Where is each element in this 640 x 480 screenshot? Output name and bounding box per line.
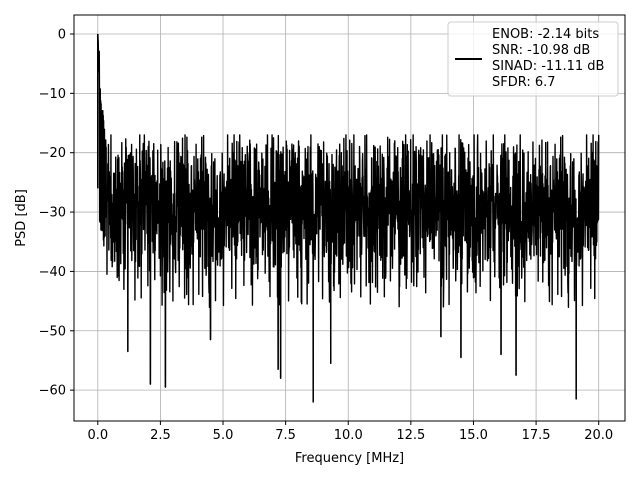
x-tick-label: 5.0 bbox=[213, 428, 234, 443]
x-tick-label: 15.0 bbox=[459, 428, 488, 443]
y-tick-label: −60 bbox=[39, 384, 66, 399]
y-tick-label: −50 bbox=[39, 324, 66, 339]
legend-box bbox=[447, 21, 619, 97]
y-tick-label: −10 bbox=[39, 87, 66, 102]
x-tick-label: 12.5 bbox=[396, 428, 425, 443]
psd-series-line bbox=[97, 33, 600, 403]
legend-line-2: SNR: -10.98 dB bbox=[492, 43, 590, 58]
series-layer bbox=[96, 33, 600, 403]
x-tick-label: 0.0 bbox=[87, 428, 108, 443]
x-tick-label: 10.0 bbox=[334, 428, 363, 443]
x-tick-label: 20.0 bbox=[584, 428, 613, 443]
y-tick-label: −20 bbox=[39, 146, 66, 161]
legend: ENOB: -2.14 bits SNR: -10.98 dB SINAD: -… bbox=[447, 21, 619, 97]
x-tick-label: 7.5 bbox=[275, 428, 296, 443]
x-tick-label: 2.5 bbox=[150, 428, 171, 443]
ticks: 0.0 2.5 5.0 7.5 10.0 12.5 15.0 17.5 20.0 0 −10 −20 −… bbox=[39, 27, 614, 443]
y-tick-label: 0 bbox=[58, 27, 66, 42]
legend-line-4: SFDR: 6.7 bbox=[492, 75, 556, 90]
x-axis-label: Frequency [MHz] bbox=[295, 451, 404, 466]
y-axis-label: PSD [dB] bbox=[14, 189, 29, 247]
y-tick-label: −40 bbox=[39, 265, 66, 280]
legend-line-1: ENOB: -2.14 bits bbox=[492, 27, 599, 42]
x-tick-label: 17.5 bbox=[522, 428, 551, 443]
y-tick-label: −30 bbox=[39, 206, 66, 221]
plot-frame bbox=[73, 14, 626, 422]
legend-line-3: SINAD: -11.11 dB bbox=[492, 59, 604, 74]
